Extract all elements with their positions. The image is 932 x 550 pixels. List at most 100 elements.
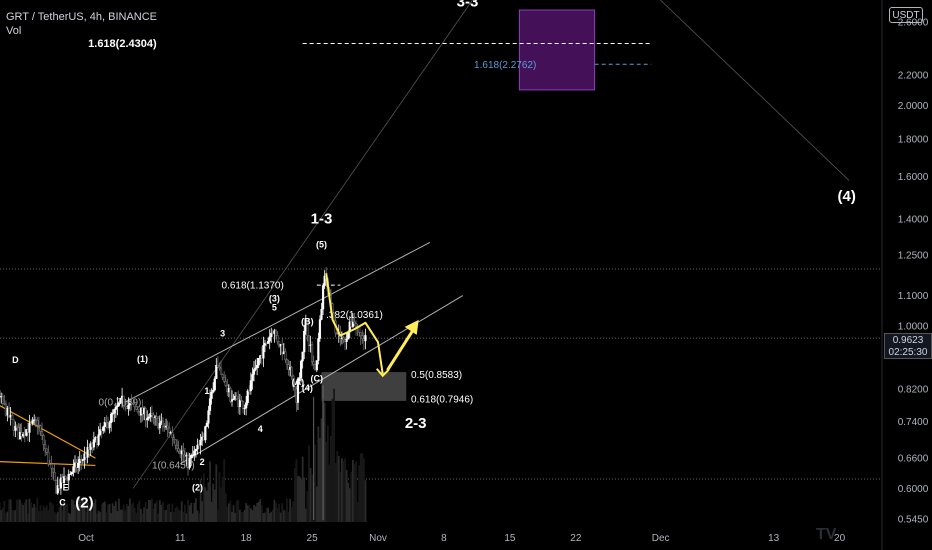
candle-body — [44, 444, 47, 450]
x-tick-label: 8 — [441, 533, 447, 544]
candle-body — [122, 395, 125, 406]
volume-bar — [50, 503, 53, 522]
x-tick-label: Oct — [78, 533, 94, 544]
volume-bar — [140, 508, 142, 522]
candle-body — [51, 467, 55, 473]
candle-body — [354, 323, 358, 328]
candle-body — [251, 374, 254, 381]
candle-body — [113, 409, 116, 414]
volume-bar — [309, 467, 312, 522]
volume-bar — [176, 506, 178, 522]
volume-bar — [281, 503, 284, 522]
candle-body — [191, 454, 194, 456]
candle-body — [243, 407, 246, 410]
candle-body — [212, 389, 215, 393]
fib-level-label: 0.5(0.8583) — [411, 370, 462, 381]
support-zone-box — [321, 372, 407, 401]
volume-bar — [88, 504, 91, 522]
volume-bar — [75, 506, 78, 522]
volume-bar — [165, 509, 167, 522]
candle-body — [224, 381, 227, 386]
wave-label: 2-3 — [405, 415, 427, 432]
volume-bar — [154, 503, 156, 522]
candle-body — [318, 319, 322, 339]
volume-bar — [223, 459, 226, 522]
candle-body — [28, 422, 31, 433]
volume-bar — [290, 506, 293, 522]
volume-bar — [352, 460, 354, 522]
volume-bar — [227, 503, 230, 522]
volume-bar — [341, 458, 343, 522]
candle-body — [7, 407, 11, 418]
candle-body — [208, 398, 212, 411]
candle-body — [306, 318, 309, 336]
candle-body — [213, 378, 216, 391]
volume-bar — [58, 506, 61, 522]
candle-body — [182, 450, 185, 456]
x-tick-label: 15 — [504, 533, 516, 544]
volume-bar — [59, 501, 62, 522]
volume-bar — [207, 482, 210, 522]
volume-bar — [111, 503, 114, 522]
volume-bar — [130, 504, 133, 522]
candle-body — [281, 344, 284, 354]
wave-label: 1-3 — [311, 210, 333, 227]
volume-bar — [66, 503, 69, 522]
volume-bar — [56, 511, 59, 522]
volume-bar — [45, 505, 48, 522]
candle-body — [114, 406, 117, 410]
volume-bar — [184, 504, 186, 522]
candle-body — [278, 341, 281, 347]
volume-bar — [180, 501, 183, 522]
volume-bar — [319, 437, 321, 522]
chart-header: GRT / TetherUS, 4h, BINANCE Vol — [6, 10, 157, 38]
volume-bar — [187, 499, 189, 522]
volume-bar — [116, 510, 119, 522]
candle-body — [59, 477, 62, 489]
volume-bar — [198, 513, 200, 522]
volume-bar — [144, 501, 147, 522]
volume-bar — [182, 512, 185, 522]
projection-arrowhead — [375, 368, 390, 378]
candle-body — [77, 462, 80, 468]
volume-bar — [92, 503, 95, 522]
wave-label: (B) — [301, 316, 314, 326]
candle-body — [303, 330, 306, 353]
volume-bar — [315, 486, 318, 522]
candle-body — [40, 431, 44, 436]
diagonal-line — [659, 0, 850, 181]
currency-button[interactable]: USDT — [889, 7, 923, 23]
candle-body — [317, 338, 320, 361]
volume-bar — [256, 502, 259, 522]
volume-bar — [358, 465, 361, 522]
volume-bar — [295, 459, 298, 522]
x-tick-label: 13 — [768, 533, 780, 544]
y-tick-label: 0.6600 — [898, 454, 929, 465]
candle-body — [53, 472, 56, 481]
candle-body — [31, 420, 34, 424]
x-tick-label: 22 — [570, 533, 582, 544]
candle-body — [320, 308, 323, 320]
candle-body — [256, 364, 259, 369]
candle-body — [64, 476, 67, 479]
candle-body — [292, 375, 295, 388]
wave-label: (3) — [269, 293, 280, 303]
candle-body — [221, 374, 224, 378]
volume-bar — [96, 513, 98, 522]
candle-body — [230, 399, 234, 402]
y-tick-label: 1.4000 — [898, 214, 929, 225]
candle-body — [232, 398, 235, 400]
volume-bar — [39, 505, 42, 522]
wave-label: E — [63, 483, 69, 493]
candle-body — [47, 452, 50, 465]
volume-bar — [103, 501, 106, 522]
volume-bar — [110, 513, 113, 522]
fib-level-label: 1(0.6458) — [152, 461, 195, 472]
candle-body — [299, 360, 303, 378]
volume-bar — [33, 504, 36, 522]
volume-bar — [48, 501, 51, 522]
volume-bar — [297, 476, 299, 522]
candle-body — [144, 408, 147, 421]
candle-body — [310, 344, 314, 362]
